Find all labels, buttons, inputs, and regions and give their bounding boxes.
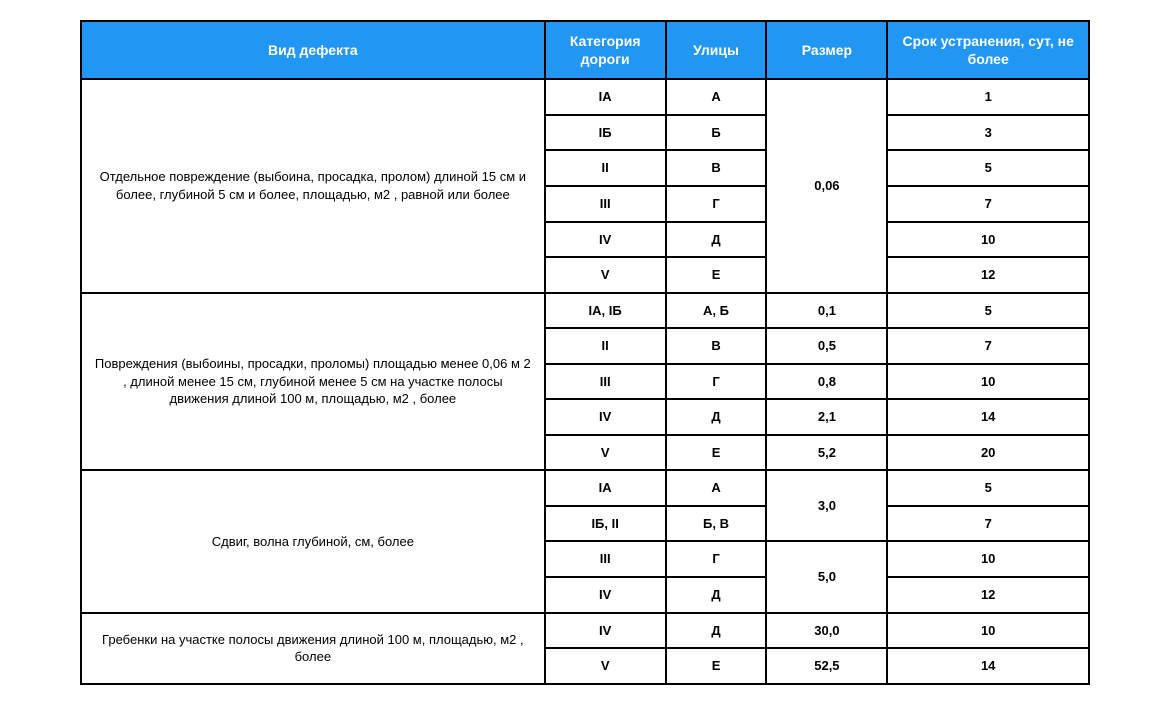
- cell-term: 7: [887, 186, 1089, 222]
- cell-category: IБ: [545, 115, 666, 151]
- col-header-category: Категория дороги: [545, 21, 666, 79]
- col-header-term: Срок устранения, сут, не более: [887, 21, 1089, 79]
- cell-term: 14: [887, 399, 1089, 435]
- cell-term: 10: [887, 364, 1089, 400]
- table-row: Гребенки на участке полосы движения длин…: [81, 613, 1089, 649]
- table-row: Повреждения (выбоины, просадки, проломы)…: [81, 293, 1089, 329]
- cell-category: III: [545, 364, 666, 400]
- cell-term: 12: [887, 257, 1089, 293]
- cell-street: Д: [666, 222, 767, 258]
- cell-category: III: [545, 541, 666, 577]
- cell-size: 3,0: [766, 470, 887, 541]
- defect-desc: Гребенки на участке полосы движения длин…: [81, 613, 545, 684]
- cell-street: Г: [666, 541, 767, 577]
- table-body: Отдельное повреждение (выбоина, просадка…: [81, 79, 1089, 683]
- cell-size: 30,0: [766, 613, 887, 649]
- cell-term: 5: [887, 150, 1089, 186]
- cell-category: III: [545, 186, 666, 222]
- cell-street: Е: [666, 648, 767, 684]
- cell-category: V: [545, 648, 666, 684]
- cell-category: II: [545, 150, 666, 186]
- defect-desc: Повреждения (выбоины, просадки, проломы)…: [81, 293, 545, 471]
- cell-street: А: [666, 79, 767, 115]
- cell-category: IV: [545, 222, 666, 258]
- cell-category: IА, IБ: [545, 293, 666, 329]
- cell-size: 5,0: [766, 541, 887, 612]
- cell-category: IV: [545, 399, 666, 435]
- cell-street: Г: [666, 186, 767, 222]
- cell-term: 7: [887, 506, 1089, 542]
- cell-street: Б, В: [666, 506, 767, 542]
- defects-table: Вид дефекта Категория дороги Улицы Разме…: [80, 20, 1090, 685]
- cell-street: А: [666, 470, 767, 506]
- cell-street: Е: [666, 435, 767, 471]
- cell-street: Б: [666, 115, 767, 151]
- cell-term: 14: [887, 648, 1089, 684]
- col-header-defect: Вид дефекта: [81, 21, 545, 79]
- col-header-size: Размер: [766, 21, 887, 79]
- cell-category: IА: [545, 79, 666, 115]
- cell-street: В: [666, 328, 767, 364]
- cell-term: 5: [887, 293, 1089, 329]
- cell-category: V: [545, 435, 666, 471]
- cell-size: 0,1: [766, 293, 887, 329]
- cell-category: IБ, II: [545, 506, 666, 542]
- cell-category: II: [545, 328, 666, 364]
- cell-size: 5,2: [766, 435, 887, 471]
- cell-term: 1: [887, 79, 1089, 115]
- defect-desc: Отдельное повреждение (выбоина, просадка…: [81, 79, 545, 292]
- cell-term: 10: [887, 222, 1089, 258]
- cell-street: В: [666, 150, 767, 186]
- cell-term: 12: [887, 577, 1089, 613]
- cell-term: 10: [887, 541, 1089, 577]
- cell-street: Д: [666, 399, 767, 435]
- defect-desc: Сдвиг, волна глубиной, см, более: [81, 470, 545, 612]
- cell-term: 10: [887, 613, 1089, 649]
- col-header-street: Улицы: [666, 21, 767, 79]
- cell-street: Д: [666, 577, 767, 613]
- cell-street: Д: [666, 613, 767, 649]
- cell-term: 20: [887, 435, 1089, 471]
- cell-category: IV: [545, 613, 666, 649]
- cell-size: 0,8: [766, 364, 887, 400]
- cell-street: Е: [666, 257, 767, 293]
- cell-street: Г: [666, 364, 767, 400]
- cell-category: V: [545, 257, 666, 293]
- cell-category: IА: [545, 470, 666, 506]
- cell-street: А, Б: [666, 293, 767, 329]
- cell-category: IV: [545, 577, 666, 613]
- cell-term: 3: [887, 115, 1089, 151]
- cell-size: 0,5: [766, 328, 887, 364]
- cell-size: 2,1: [766, 399, 887, 435]
- header-row: Вид дефекта Категория дороги Улицы Разме…: [81, 21, 1089, 79]
- table-row: Сдвиг, волна глубиной, см, более IА А 3,…: [81, 470, 1089, 506]
- table-row: Отдельное повреждение (выбоина, просадка…: [81, 79, 1089, 115]
- cell-size: 0,06: [766, 79, 887, 292]
- cell-term: 7: [887, 328, 1089, 364]
- cell-size: 52,5: [766, 648, 887, 684]
- cell-term: 5: [887, 470, 1089, 506]
